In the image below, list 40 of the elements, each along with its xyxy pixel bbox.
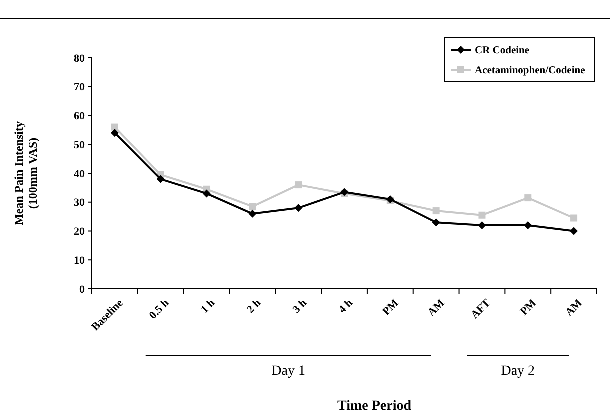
y-tick-label: 40 [74, 168, 86, 180]
point [570, 227, 578, 236]
y-axis-title: Mean Pain Intensity (100mm VAS) [12, 121, 40, 226]
text: Day 2 [501, 364, 536, 379]
x-axis-title: Time Period [337, 399, 412, 414]
text: Day 1 [272, 364, 306, 379]
y-tick-label: 80 [74, 52, 86, 65]
y-tick-label: 0 [80, 284, 86, 296]
y-tick-label: 50 [74, 139, 86, 152]
point [294, 204, 303, 212]
point [248, 210, 257, 218]
point [295, 182, 302, 189]
y-tick-label: 60 [74, 110, 86, 123]
y-tick-label: 20 [74, 226, 86, 238]
point [432, 208, 440, 215]
x-tick-label: PM [518, 296, 540, 318]
x-tick-label: 4 h [336, 297, 356, 316]
x-tick-label: AM [426, 296, 448, 319]
point [156, 175, 165, 184]
x-tick-label: 2 h [244, 297, 264, 316]
point [570, 214, 578, 222]
y-tick-label: 30 [74, 197, 86, 210]
point [524, 194, 532, 202]
x-tick-label: 0.5 h [147, 297, 172, 322]
point [110, 129, 119, 138]
x-tick-label: 3 h [290, 297, 310, 316]
legend-label: CR Codeine [475, 46, 530, 57]
legend-label: Acetaminophen/Codeine [475, 66, 586, 77]
point [249, 203, 256, 210]
y-tick-label: 70 [74, 82, 86, 94]
y-tick-label: 10 [74, 254, 86, 267]
point [111, 124, 118, 131]
point [202, 190, 211, 198]
point [478, 212, 486, 219]
point [524, 221, 532, 230]
point [432, 218, 440, 227]
x-tick-label: 1 h [198, 297, 218, 316]
x-tick-label: PM [380, 296, 402, 318]
x-tick-label: AM [563, 296, 586, 319]
point [478, 221, 486, 230]
